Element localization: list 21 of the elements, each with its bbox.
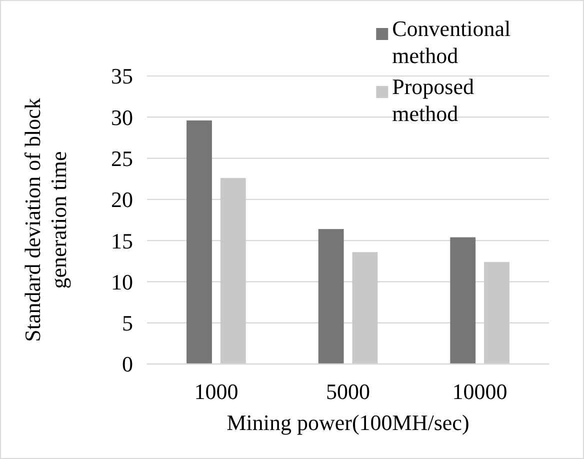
y-tick-label: 15	[111, 228, 133, 254]
bar	[220, 178, 246, 364]
bar	[484, 262, 510, 364]
x-tick-label: 1000	[194, 379, 238, 404]
y-axis-title: Standard deviation of block generation time	[20, 98, 71, 342]
y-tick-label: 0	[122, 352, 133, 377]
x-tick-label: 10000	[452, 379, 508, 404]
y-tick-label: 20	[111, 187, 133, 212]
legend-label: Proposed method	[392, 74, 474, 126]
y-tick-label: 30	[111, 104, 133, 130]
bar	[318, 229, 344, 364]
bar	[450, 237, 476, 364]
x-tick-label: 5000	[326, 379, 370, 404]
legend-label: Conventional method	[392, 16, 511, 68]
y-tick-label: 25	[111, 146, 133, 171]
bar	[352, 252, 378, 364]
y-tick-label: 10	[111, 269, 133, 294]
bar	[186, 120, 212, 364]
y-tick-label: 35	[111, 64, 133, 89]
x-axis-title: Mining power(100MH/sec)	[226, 410, 470, 435]
y-tick-label: 5	[122, 310, 133, 336]
